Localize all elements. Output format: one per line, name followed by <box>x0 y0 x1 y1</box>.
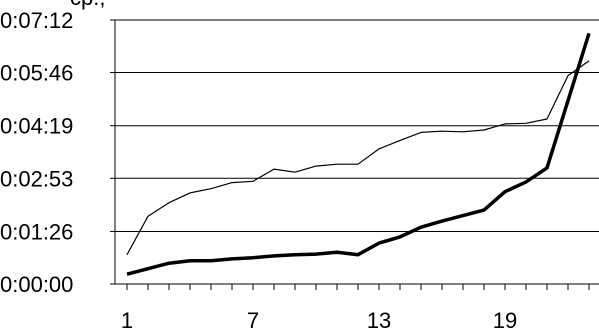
y-tick-label: 0:00:00 <box>0 272 73 297</box>
series-line-thin <box>126 60 590 255</box>
x-tick-label: 7 <box>247 308 259 333</box>
x-tick-label: 1 <box>121 308 133 333</box>
x-tick-label: 13 <box>367 308 391 333</box>
chart-title-partial: ср., <box>70 0 105 10</box>
y-tick-label: 0:02:53 <box>0 166 73 191</box>
series-lines <box>126 32 591 276</box>
x-tick-label: 19 <box>493 308 517 333</box>
x-axis-ticks: 1 7 13 19 <box>121 284 590 333</box>
y-tick-label: 0:05:46 <box>0 61 73 86</box>
series-line-thick <box>126 32 591 276</box>
y-tick-label: 0:07:12 <box>0 8 73 33</box>
y-tick-label: 0:01:26 <box>0 219 73 244</box>
gridlines <box>115 19 599 232</box>
y-tick-label: 0:04:19 <box>0 114 73 139</box>
y-axis-tick-labels: 0:00:00 0:01:26 0:02:53 0:04:19 0:05:46 0:07:… <box>0 8 115 297</box>
axes <box>114 20 599 285</box>
